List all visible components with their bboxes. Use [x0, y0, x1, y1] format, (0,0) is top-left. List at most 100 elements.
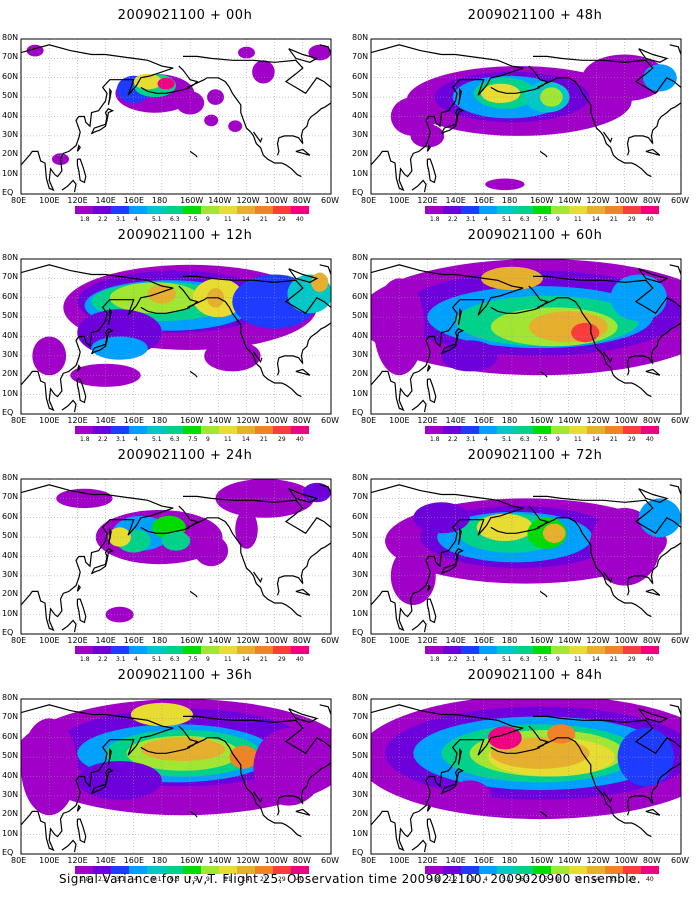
coastline [21, 264, 174, 412]
lat-label: 30N [352, 789, 369, 799]
lat-label: 40N [2, 550, 19, 560]
map-frame [370, 478, 682, 635]
lat-label: 60N [2, 511, 19, 521]
coastline [669, 264, 681, 275]
panel-title: 2009021100 + 24h [117, 448, 253, 463]
lon-label: 80E [361, 636, 377, 645]
lat-label: 70N [352, 52, 369, 62]
colorbar-label: 5.1 [502, 876, 512, 883]
colorbar-label: 1.8 [430, 436, 440, 443]
coastline [178, 505, 302, 618]
coastline [440, 768, 465, 795]
coastline [490, 86, 541, 94]
coastline [76, 804, 81, 812]
coastlines [371, 264, 681, 413]
coastline [426, 584, 431, 592]
colorbar-swatch [533, 426, 551, 434]
lon-label: 100W [614, 196, 638, 205]
coastline [603, 791, 613, 803]
lon-label: 80E [361, 856, 377, 865]
coastline [371, 264, 524, 412]
coastline [61, 619, 77, 633]
colorbar-swatch [273, 206, 291, 214]
colorbar-swatch [183, 866, 201, 874]
colorbar-label: 4 [484, 656, 488, 663]
colorbar-label: 9 [206, 436, 210, 443]
map-frame [370, 38, 682, 195]
variance-field [21, 479, 331, 634]
colorbar-label: 11 [224, 876, 232, 883]
colorbar-label: 11 [224, 436, 232, 443]
lat-label: 20N [2, 589, 19, 599]
colorbar-label: 40 [296, 436, 304, 443]
lat-label: 20N [2, 149, 19, 159]
colorbar-label: 21 [260, 876, 268, 883]
contour-fill [480, 83, 521, 103]
lon-label: 140E [445, 856, 466, 865]
lat-label: 70N [2, 712, 19, 722]
lat-label: 30N [2, 789, 19, 799]
coastline [90, 328, 115, 355]
coastline [626, 542, 681, 596]
coastline [603, 131, 613, 143]
lon-label: 180 [151, 196, 168, 205]
colorbar-label: 40 [646, 656, 654, 663]
map-frame [370, 258, 682, 415]
coastline [183, 55, 331, 95]
colorbar-label: 29 [628, 656, 636, 663]
colorbar-label: 9 [556, 216, 560, 223]
lat-label: 60N [352, 511, 369, 521]
lon-label: 80W [292, 856, 311, 865]
lat-label: 60N [2, 71, 19, 81]
coastline [440, 328, 465, 355]
colorbar-label: 2.2 [448, 436, 458, 443]
map-panel: 2009021100 + 48h 80N 70N 60N 50N 40N 30N 20N 10N… [352, 8, 700, 223]
lat-label: 30N [2, 129, 19, 139]
panel-title: 2009021100 + 36h [117, 668, 253, 683]
colorbar-label: 40 [296, 656, 304, 663]
coastline [669, 484, 681, 495]
contour-fill [413, 502, 470, 534]
colorbar-label: 6.3 [170, 656, 180, 663]
lat-label: 60N [2, 731, 19, 741]
colorbar-label: 29 [278, 876, 286, 883]
colorbar-swatch [129, 426, 147, 434]
panel-title: 2009021100 + 72h [467, 448, 603, 463]
lat-label: 80N [2, 33, 19, 42]
contour-fill [147, 284, 176, 304]
colorbar-swatch [443, 426, 461, 434]
lat-label: EQ [352, 848, 364, 857]
coastline [140, 306, 191, 314]
colorbar-label: 6.3 [170, 876, 180, 883]
coastline [183, 275, 331, 315]
coastline [76, 364, 81, 372]
colorbar-swatch [497, 646, 515, 654]
colorbar-swatch [605, 206, 623, 214]
colorbar-swatch [641, 646, 659, 654]
coastline [276, 102, 331, 156]
lat-label: 50N [2, 91, 19, 101]
lon-label: 160E [123, 196, 145, 205]
variance-map [370, 698, 682, 855]
colorbar-label: 9 [556, 656, 560, 663]
colorbar [75, 866, 309, 874]
lon-label: 120W [586, 636, 610, 645]
colorbar-label: 5.1 [502, 436, 512, 443]
colorbar-label: 7.5 [188, 656, 198, 663]
coastline [645, 588, 661, 596]
lon-label: 120E [67, 856, 88, 865]
colorbar-label: 6.3 [520, 876, 530, 883]
colorbar-label: 3.1 [116, 656, 126, 663]
lon-label: 140E [95, 196, 116, 205]
lon-label: 120W [236, 856, 260, 865]
colorbar-label: 4 [134, 656, 138, 663]
colorbar-swatch [443, 866, 461, 874]
colorbar-swatch [461, 206, 479, 214]
coastline [645, 148, 661, 156]
panel-title: 2009021100 + 12h [117, 228, 253, 243]
coastline [645, 808, 661, 816]
coastline [107, 87, 112, 106]
variance-field [371, 259, 681, 414]
contour-fill [105, 606, 134, 623]
coastline [490, 306, 541, 314]
